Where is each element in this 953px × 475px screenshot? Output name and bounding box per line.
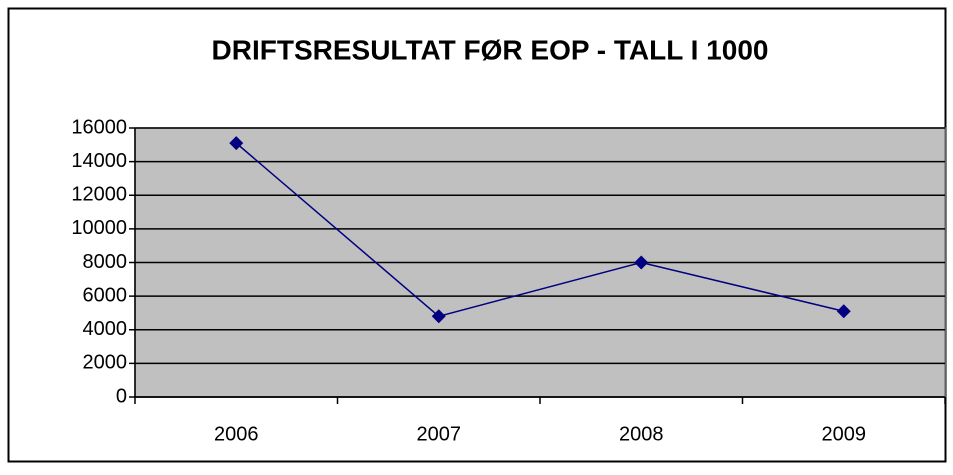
data-point xyxy=(431,309,446,324)
chart-title: DRIFTSRESULTAT FØR EOP - TALL I 1000 xyxy=(212,34,769,65)
x-tick-label: 2009 xyxy=(822,423,867,445)
x-tick-label: 2007 xyxy=(417,423,462,445)
x-tick-label: 2006 xyxy=(214,423,259,445)
y-tick-label: 2000 xyxy=(83,352,128,374)
y-tick-label: 16000 xyxy=(71,116,127,138)
data-point xyxy=(229,136,244,151)
y-tick-label: 4000 xyxy=(83,318,128,340)
x-tick-label: 2008 xyxy=(619,423,664,445)
data-line xyxy=(235,142,844,318)
y-tick-label: 0 xyxy=(116,385,127,407)
y-tick-label: 6000 xyxy=(83,284,128,306)
data-point xyxy=(634,255,649,270)
y-tick-label: 12000 xyxy=(71,184,127,206)
y-tick-label: 14000 xyxy=(71,150,127,172)
data-point xyxy=(836,304,851,319)
y-tick-label: 8000 xyxy=(83,251,128,273)
y-tick-label: 10000 xyxy=(71,217,127,239)
